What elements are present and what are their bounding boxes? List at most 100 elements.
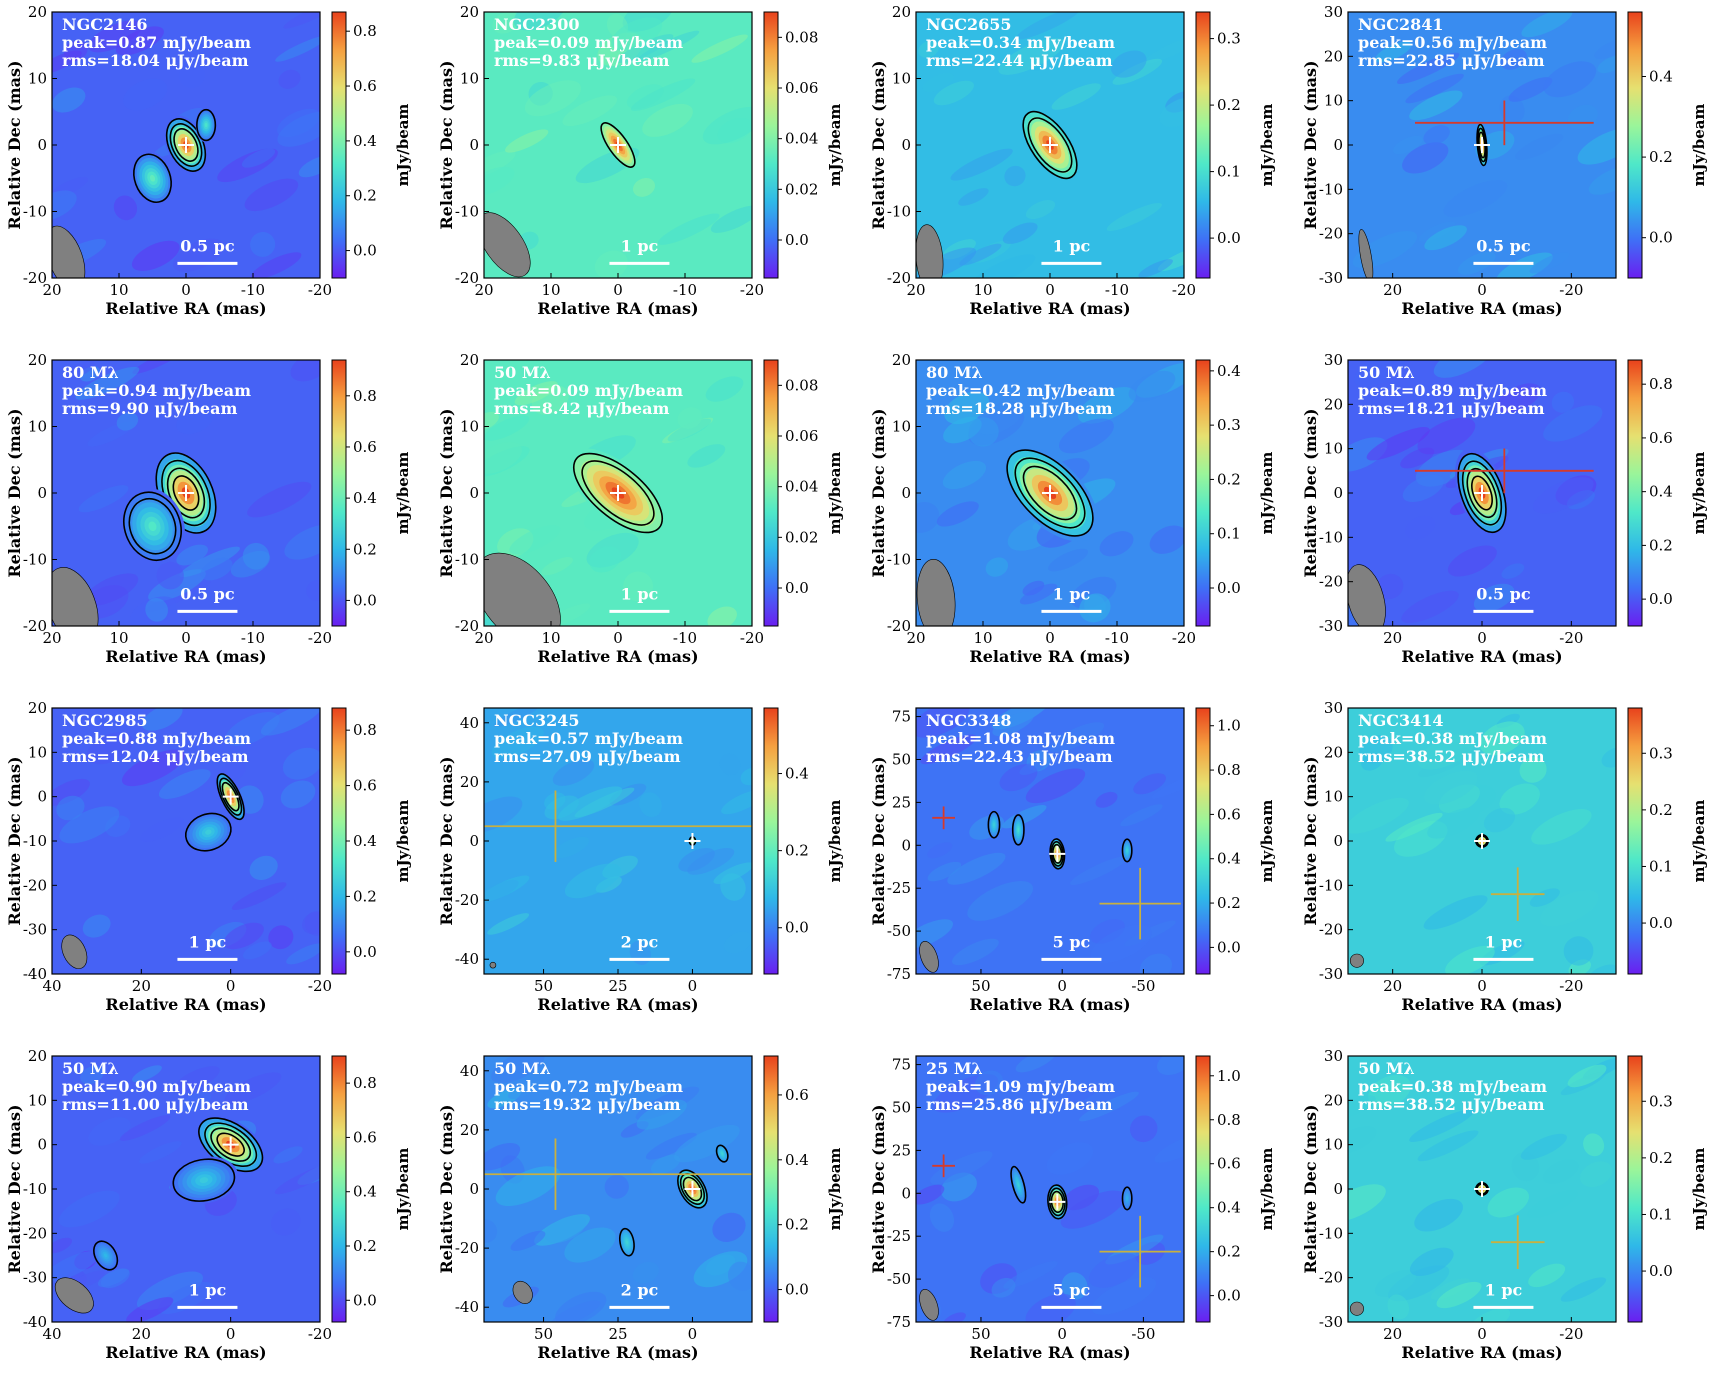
y-tick-label: 20 [28, 1047, 47, 1065]
panel-stat: peak=0.87 mJy/beam [62, 33, 251, 52]
noise-blob [1159, 97, 1184, 127]
panel-title: 80 Mλ [62, 363, 119, 382]
contour [93, 1240, 119, 1271]
contour [715, 1144, 729, 1163]
y-tick-label: 10 [892, 70, 911, 88]
noise-blob [268, 925, 294, 950]
noise-blob [1144, 35, 1184, 64]
image-area [916, 12, 1184, 278]
y-tick-label: 0 [37, 788, 47, 806]
plot-frame [915, 1055, 1185, 1323]
y-tick-label: 10 [460, 70, 479, 88]
y-axis-label: Relative Dec (mas) [5, 60, 24, 229]
noise-blob [720, 873, 746, 901]
y-axis-label: Relative Dec (mas) [1301, 1104, 1320, 1273]
colorbar-tick-label: 0.2 [1217, 1243, 1241, 1261]
y-axis-label: Relative Dec (mas) [5, 1104, 24, 1273]
noise-blob [487, 913, 530, 935]
panel-title: 50 Mλ [494, 1059, 551, 1078]
y-axis-label: Relative Dec (mas) [5, 756, 24, 925]
panel-title: NGC2985 [62, 711, 148, 730]
image-area [484, 360, 752, 626]
x-tick-label: -20 [308, 1325, 332, 1343]
panel-4: 0.5 pc NGC2841 peak=0.56 mJy/beam rms=22.85… [1296, 0, 1728, 348]
noise-blob [1402, 142, 1449, 174]
noise-blob [929, 1203, 955, 1232]
source-fill [993, 822, 995, 827]
panel-16: 1 pc 50 Mλ peak=0.38 mJy/beam rms=38.52 μJy… [1296, 1044, 1728, 1392]
panel-3: 1 pc NGC2655 peak=0.34 mJy/beam rms=22.44 μ… [864, 0, 1296, 348]
y-tick-label: -50 [887, 922, 911, 940]
y-tick-label: 40 [460, 714, 479, 732]
colorbar [763, 1055, 779, 1323]
contour [1014, 457, 1086, 529]
noise-blob [706, 1254, 736, 1276]
x-tick-label: 50 [971, 1325, 990, 1343]
colorbar-tick-label: 0.04 [785, 478, 818, 496]
noise-blob [52, 190, 77, 221]
noise-blob [1348, 1095, 1376, 1117]
noise-blob [173, 1066, 220, 1093]
colorbar [1627, 1055, 1643, 1323]
noise-blob [1483, 807, 1516, 833]
y-axis-label: Relative Dec (mas) [1301, 756, 1320, 925]
noise-blob [1046, 1142, 1094, 1175]
x-tick-label: 0 [226, 1325, 236, 1343]
contour [1457, 452, 1507, 534]
noise-blob [1423, 895, 1488, 930]
x-tick-label: -10 [241, 629, 265, 647]
noise-blob [224, 1072, 282, 1104]
noise-blob [1521, 12, 1573, 38]
scalebar-label: 5 pc [1053, 932, 1091, 951]
noise-blob [650, 1154, 680, 1175]
noise-blob [707, 606, 737, 626]
noise-blob [992, 711, 1034, 737]
colorbar-label: mJy/beam [1690, 103, 1708, 186]
image-area [484, 12, 752, 278]
image-background [484, 708, 752, 974]
panel-title: NGC2841 [1358, 15, 1444, 34]
x-tick-label: 20 [906, 629, 925, 647]
peak-marker [1474, 137, 1490, 153]
panel-title: 50 Mλ [1358, 1059, 1415, 1078]
noise-blob [1560, 1277, 1607, 1302]
colorbar-tick-label: 0.8 [353, 1074, 377, 1092]
panel-6: 1 pc 50 Mλ peak=0.09 mJy/beam rms=8.42 μJy/… [432, 348, 864, 696]
noise-blob [1058, 418, 1114, 454]
noise-blob [75, 366, 140, 400]
y-tick-label: 20 [28, 351, 47, 369]
noise-blob [927, 842, 953, 859]
x-tick-label: 20 [132, 977, 151, 995]
panel-stat: peak=0.09 mJy/beam [494, 33, 683, 52]
colorbar-tick-label: 0.2 [353, 1237, 377, 1255]
noise-blob [484, 796, 523, 834]
panel-stat: rms=22.85 μJy/beam [1358, 51, 1545, 70]
contour [210, 1127, 252, 1162]
panel-5: 0.5 pc 80 Mλ peak=0.94 mJy/beam rms=9.90 μJ… [0, 348, 432, 696]
scalebar-label: 1 pc [1485, 1280, 1523, 1299]
beam-ellipse [54, 1277, 94, 1314]
noise-blob [283, 12, 320, 29]
noise-blob [1601, 747, 1616, 768]
noise-blob [916, 502, 940, 533]
contour [169, 123, 203, 167]
panel-title: 25 Mλ [926, 1059, 983, 1078]
colorbar-tick-label: 0.8 [353, 22, 377, 40]
source-fill [149, 174, 156, 182]
panel-stat: peak=0.34 mJy/beam [926, 33, 1115, 52]
x-tick-label: 10 [541, 281, 560, 299]
noise-blob [943, 1312, 966, 1322]
noise-blob [123, 78, 168, 111]
colorbar-tick-label: 0.6 [1217, 805, 1241, 823]
noise-blob [1025, 768, 1086, 804]
beam-ellipse [512, 1280, 533, 1304]
noise-blob [740, 767, 752, 786]
noise-blob [1533, 477, 1594, 514]
noise-blob [1580, 1161, 1613, 1188]
colorbar-tick-label: 0.0 [1217, 579, 1241, 597]
colorbar-tick-label: 0.8 [1217, 761, 1241, 779]
noise-blob [1133, 773, 1166, 795]
y-tick-label: 0 [37, 1136, 47, 1154]
